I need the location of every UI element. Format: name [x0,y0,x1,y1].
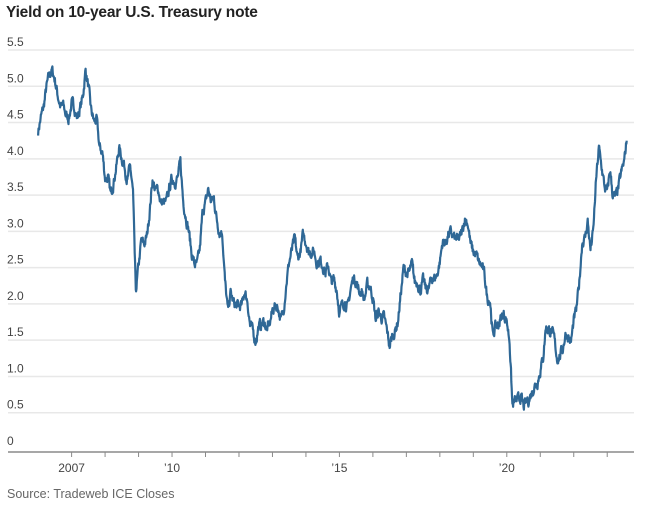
chart-title: Yield on 10-year U.S. Treasury note [6,4,258,21]
x-tick-label: 2007 [58,461,85,475]
y-tick-label: 2.0 [7,289,24,303]
y-tick-label: 1.0 [7,361,24,375]
y-tick-label: 4.0 [7,144,24,158]
x-tick-label: ’20 [499,461,515,475]
y-axis-labels: 0 0.5 1.0 1.5 2.0 2.5 3.0 3.5 4.0 4.5 5.0 5.5 [7,35,24,448]
y-tick-label: 0 [7,434,14,448]
y-tick-label: 3.5 [7,180,24,194]
source-note: Source: Tradeweb ICE Closes [7,487,175,501]
y-tick-label: 5.5 [7,35,24,49]
gridlines [8,49,634,414]
y-tick-label: 0.5 [7,398,24,412]
x-axis: 2007 ’10 ’15 ’20 [8,451,634,475]
yield-series-line [37,65,628,411]
y-tick-label: 1.5 [7,325,24,339]
y-tick-label: 5.0 [7,71,24,85]
y-tick-label: 4.5 [7,108,24,122]
x-tick-label: ’10 [164,461,180,475]
y-tick-label: 3.0 [7,216,24,230]
x-tick-label: ’15 [331,461,347,475]
series-layer [37,65,628,411]
y-tick-label: 2.5 [7,253,24,267]
